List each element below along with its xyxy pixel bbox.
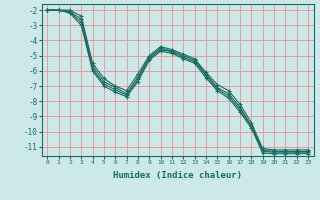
X-axis label: Humidex (Indice chaleur): Humidex (Indice chaleur)	[113, 171, 242, 180]
